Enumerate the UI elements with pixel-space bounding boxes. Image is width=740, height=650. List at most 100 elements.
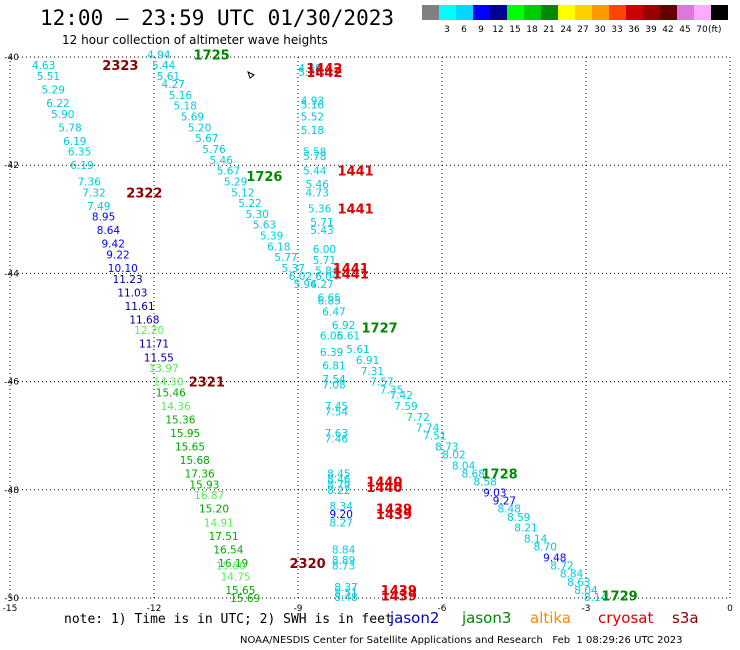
pass-number-label: 1439 [381,584,417,599]
satellite-cryosat: cryosat [598,609,654,627]
wave-height-value: 8.27 [330,517,353,529]
scale-swatch [694,5,711,20]
wave-height-value: 14.91 [204,517,234,529]
scale-label: 6 [461,25,467,35]
wave-height-value: 15.65 [225,585,255,597]
pass-number-label: 1439 [376,508,412,523]
scale-label: 70 [696,25,708,35]
wave-height-value: 15.69 [230,593,260,605]
scale-swatch [643,5,660,20]
wave-height-value: 16.54 [213,544,243,556]
chart-subtitle: 12 hour collection of altimeter wave hei… [62,33,328,47]
wave-height-value: 6.47 [322,306,345,318]
wave-height-value: 7.54 [322,374,346,386]
scale-swatch [490,5,507,20]
scale-swatch [456,5,473,20]
scale-label: 15 [509,25,521,35]
scale-swatch [507,5,524,20]
wave-height-value: 8.59 [507,512,530,524]
wave-height-value: 12.20 [134,325,164,337]
wave-height-value: 5.46 [210,155,234,167]
wave-height-value: 5.52 [301,112,324,124]
wave-height-value: 6.92 [332,320,355,332]
wave-height-value: 16.19 [218,558,248,570]
wave-height-value: 16.87 [194,490,224,502]
y-tick-label: -42 [4,161,19,171]
x-tick-label: -6 [438,604,447,614]
wave-height-value: 8.21 [514,523,537,535]
wave-height-value: 6.35 [68,147,91,159]
scale-label: 30 [594,25,606,35]
pass-number-label: 1726 [246,170,282,185]
wave-height-value: 5.29 [42,84,65,96]
wave-height-value: 6.91 [356,355,379,367]
wave-height-value: 8.45 [327,469,350,481]
y-tick-label: -50 [4,594,19,604]
wave-height-value: 8.04 [452,460,476,472]
wave-height-value: 8.51 [334,588,357,600]
wave-height-value: 8.48 [498,504,521,516]
wave-height-value: 8.68 [462,469,485,481]
wave-height-value: 7.36 [78,176,102,188]
wave-height-value: 15.46 [156,387,186,399]
scale-swatch [677,5,694,20]
wave-height-value: 5.77 [274,252,297,264]
scale-swatch [558,5,575,20]
wave-height-value: 8.02 [442,450,465,462]
wave-height-value: 9.20 [330,509,353,521]
wave-height-value: 4.49 [298,63,321,75]
satellite-jason2: jason2 [390,609,440,627]
scale-label: 3 [444,25,450,35]
pass-number-label: 1441 [338,202,374,217]
wave-height-value: 6.19 [70,160,93,172]
scale-unit: (ft) [708,25,722,35]
wave-height-value: 8.14 [524,533,548,545]
wave-height-value: 7.51 [423,431,446,443]
wave-height-value: 8.73 [435,442,458,454]
wave-height-value: 10.10 [108,263,138,275]
pass-number-label: 1442 [306,62,342,77]
scale-swatch [609,5,626,20]
wave-height-value: 15.65 [175,442,205,454]
wave-height-value: 6.27 [310,279,333,291]
wave-height-value: 5.30 [246,209,269,221]
x-tick-label: 0 [727,604,733,614]
wave-height-value: 7.72 [406,412,429,424]
wave-height-value: 5.44 [303,166,327,178]
wave-height-value: 5.46 [306,179,330,191]
wave-height-value: 8.70 [534,542,557,554]
wave-height-value: 8.79 [327,479,350,491]
scale-swatch [439,5,456,20]
wave-height-value: 6.00 [313,244,336,256]
wave-height-value: 8.89 [332,555,355,567]
x-tick-label: -3 [582,604,591,614]
wave-height-value: 5.67 [217,166,240,178]
wave-height-value: 5.61 [346,344,369,356]
wave-height-value: 5.90 [51,109,74,121]
scale-label: 36 [628,25,640,35]
wave-height-value: 4.63 [32,60,55,72]
pass-number-label: 1441 [338,165,374,180]
wave-height-value: 5.16 [301,100,325,112]
wave-height-value: 7.08 [322,379,345,391]
wave-height-value: 6.61 [337,331,360,343]
pass-number-label: 2322 [126,186,162,201]
wave-height-value: 6.05 [320,331,343,343]
wave-height-value: 4.93 [301,95,324,107]
y-tick-label: -46 [4,378,19,388]
pass-number-label: 1440 [366,481,402,496]
wave-height-value: 11.71 [139,339,169,351]
wave-height-value: 8.84 [560,569,584,581]
y-tick-label: -44 [4,269,19,279]
wave-height-value: 4.27 [162,79,185,91]
pass-number-label: 1442 [306,66,342,81]
wave-height-value: 11.68 [129,314,159,326]
pass-number-label: 2323 [102,59,138,74]
scale-label: 39 [645,25,657,35]
x-tick-label: -12 [147,604,162,614]
wave-height-value: 8.73 [332,561,355,573]
x-tick-label: -15 [3,604,18,614]
wave-height-value: 5.29 [224,176,247,188]
wave-height-value: 9.42 [102,239,125,251]
wave-height-value: 8.14 [584,592,608,604]
